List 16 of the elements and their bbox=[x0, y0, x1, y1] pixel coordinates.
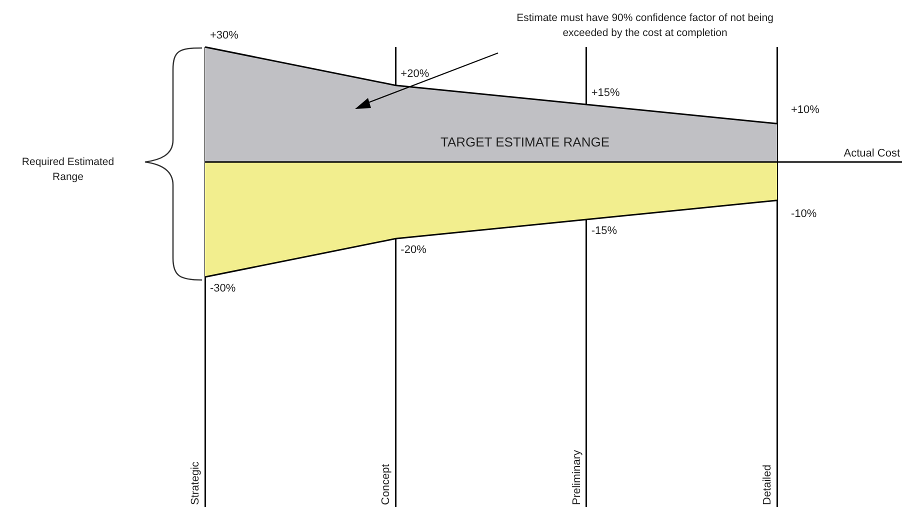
data-label: -10% bbox=[791, 208, 817, 220]
data-label: -20% bbox=[400, 244, 427, 256]
text: Estimate must have 90% confidence factor of not being exceeded by the cost at completion bbox=[516, 12, 774, 40]
x-tick-label: Concept bbox=[380, 464, 392, 505]
data-label: -30% bbox=[210, 282, 236, 295]
data-label: +30% bbox=[210, 30, 239, 42]
x-tick-label: Detailed bbox=[762, 464, 774, 505]
x-tick-label: Strategic bbox=[190, 461, 202, 505]
data-label: +15% bbox=[591, 87, 620, 100]
ref-line-label: Actual Cost bbox=[844, 148, 900, 160]
data-label: +20% bbox=[400, 68, 430, 80]
x-tick-label: Preliminary bbox=[570, 449, 583, 505]
text: Required Estimated Range bbox=[22, 156, 114, 184]
annotation: TARGET ESTIMATE RANGE bbox=[440, 134, 610, 150]
data-label: +10% bbox=[791, 104, 820, 116]
data-label: -15% bbox=[591, 225, 618, 238]
